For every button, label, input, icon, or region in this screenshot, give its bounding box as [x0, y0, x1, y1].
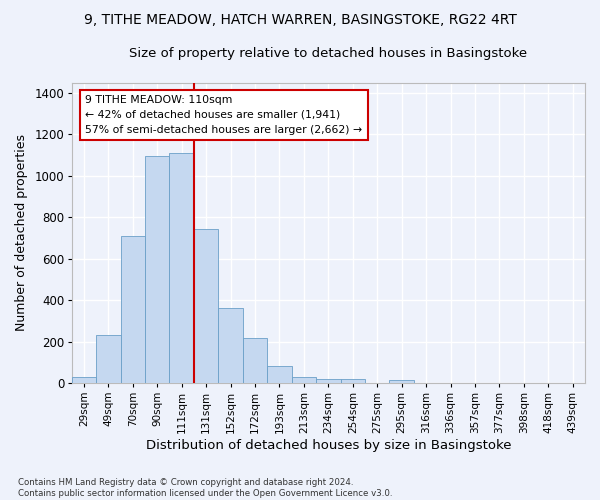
- Bar: [292, 378, 316, 384]
- Y-axis label: Number of detached properties: Number of detached properties: [15, 134, 28, 332]
- Text: Contains HM Land Registry data © Crown copyright and database right 2024.
Contai: Contains HM Land Registry data © Crown c…: [18, 478, 392, 498]
- Bar: [96, 334, 121, 384]
- Bar: [267, 366, 292, 384]
- Bar: [145, 156, 169, 384]
- Bar: [194, 229, 218, 384]
- Title: Size of property relative to detached houses in Basingstoke: Size of property relative to detached ho…: [129, 48, 527, 60]
- X-axis label: Distribution of detached houses by size in Basingstoke: Distribution of detached houses by size …: [146, 440, 511, 452]
- Text: 9, TITHE MEADOW, HATCH WARREN, BASINGSTOKE, RG22 4RT: 9, TITHE MEADOW, HATCH WARREN, BASINGSTO…: [83, 12, 517, 26]
- Bar: [121, 236, 145, 384]
- Bar: [71, 378, 96, 384]
- Bar: [389, 380, 414, 384]
- Bar: [169, 153, 194, 384]
- Text: 9 TITHE MEADOW: 110sqm
← 42% of detached houses are smaller (1,941)
57% of semi-: 9 TITHE MEADOW: 110sqm ← 42% of detached…: [85, 95, 362, 134]
- Bar: [243, 338, 267, 384]
- Bar: [218, 308, 243, 384]
- Bar: [341, 380, 365, 384]
- Bar: [316, 380, 341, 384]
